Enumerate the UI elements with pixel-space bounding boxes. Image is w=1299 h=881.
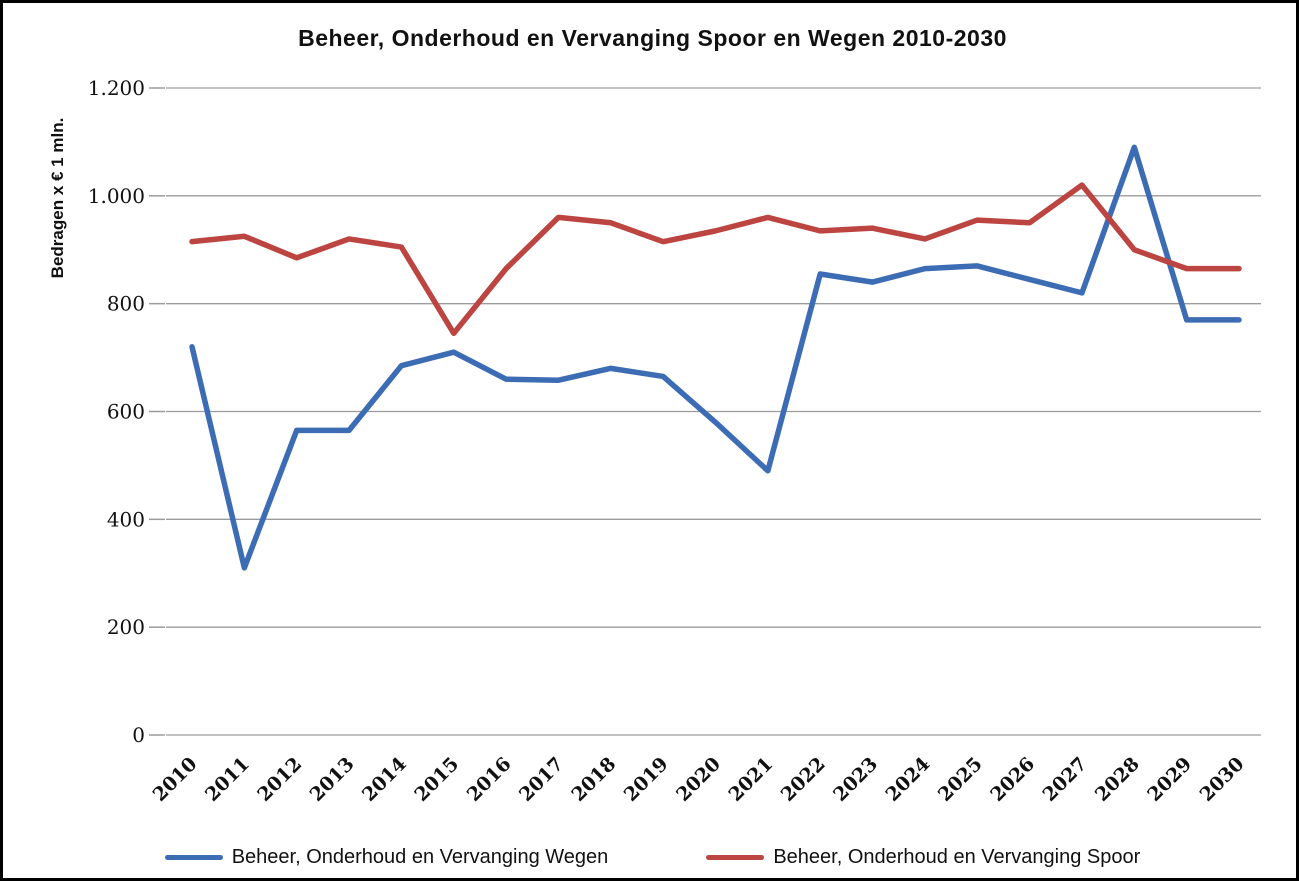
x-tick-label: 2028 [1091,753,1144,806]
x-tick-label: 2010 [149,753,202,806]
x-tick-label: 2026 [986,753,1039,806]
legend-label-spoor: Beheer, Onderhoud en Vervanging Spoor [773,846,1141,868]
y-tick-label: 1.000 [88,184,145,208]
series-line-spoor [189,182,1242,337]
x-tick-label: 2029 [1143,753,1196,806]
x-tick-label: 2013 [306,753,359,806]
x-tick-label: 2011 [201,753,254,806]
x-tick-label: 2023 [829,753,882,806]
series-line-wegen [189,144,1242,571]
x-tick-label: 2022 [777,753,830,806]
x-tick-label: 2012 [253,753,306,806]
x-tick-label: 2020 [672,753,725,806]
x-tick-label: 2019 [620,753,673,806]
x-tick-label: 2030 [1196,753,1249,806]
x-tick-label: 2027 [1039,753,1092,806]
y-tick-label: 0 [132,723,145,747]
x-tick-label: 2017 [515,753,568,806]
y-tick-label: 200 [107,615,145,639]
x-tick-label: 2025 [934,753,987,806]
x-tick-label: 2024 [881,753,934,806]
y-tick-label: 400 [107,507,145,531]
spoor-line-swatch [706,855,765,860]
x-tick-label: 2018 [567,753,620,806]
chart-legend: Beheer, Onderhoud en Vervanging Wegen Be… [3,846,1296,869]
y-tick-label: 800 [107,292,145,316]
wegen-line-swatch [164,855,223,860]
legend-item-spoor: Beheer, Onderhoud en Vervanging Spoor [706,846,1140,869]
x-tick-label: 2015 [410,753,463,806]
x-tick-label: 2021 [724,753,777,806]
legend-item-wegen: Beheer, Onderhoud en Vervanging Wegen [164,846,609,869]
x-tick-label: 2016 [463,753,516,806]
x-tick-label: 2014 [358,753,411,806]
y-tick-label: 600 [107,400,145,424]
y-tick-label: 1.200 [88,76,145,100]
chart-title: Beheer, Onderhoud en Vervanging Spoor en… [298,25,1007,51]
legend-label-wegen: Beheer, Onderhoud en Vervanging Wegen [231,846,609,868]
